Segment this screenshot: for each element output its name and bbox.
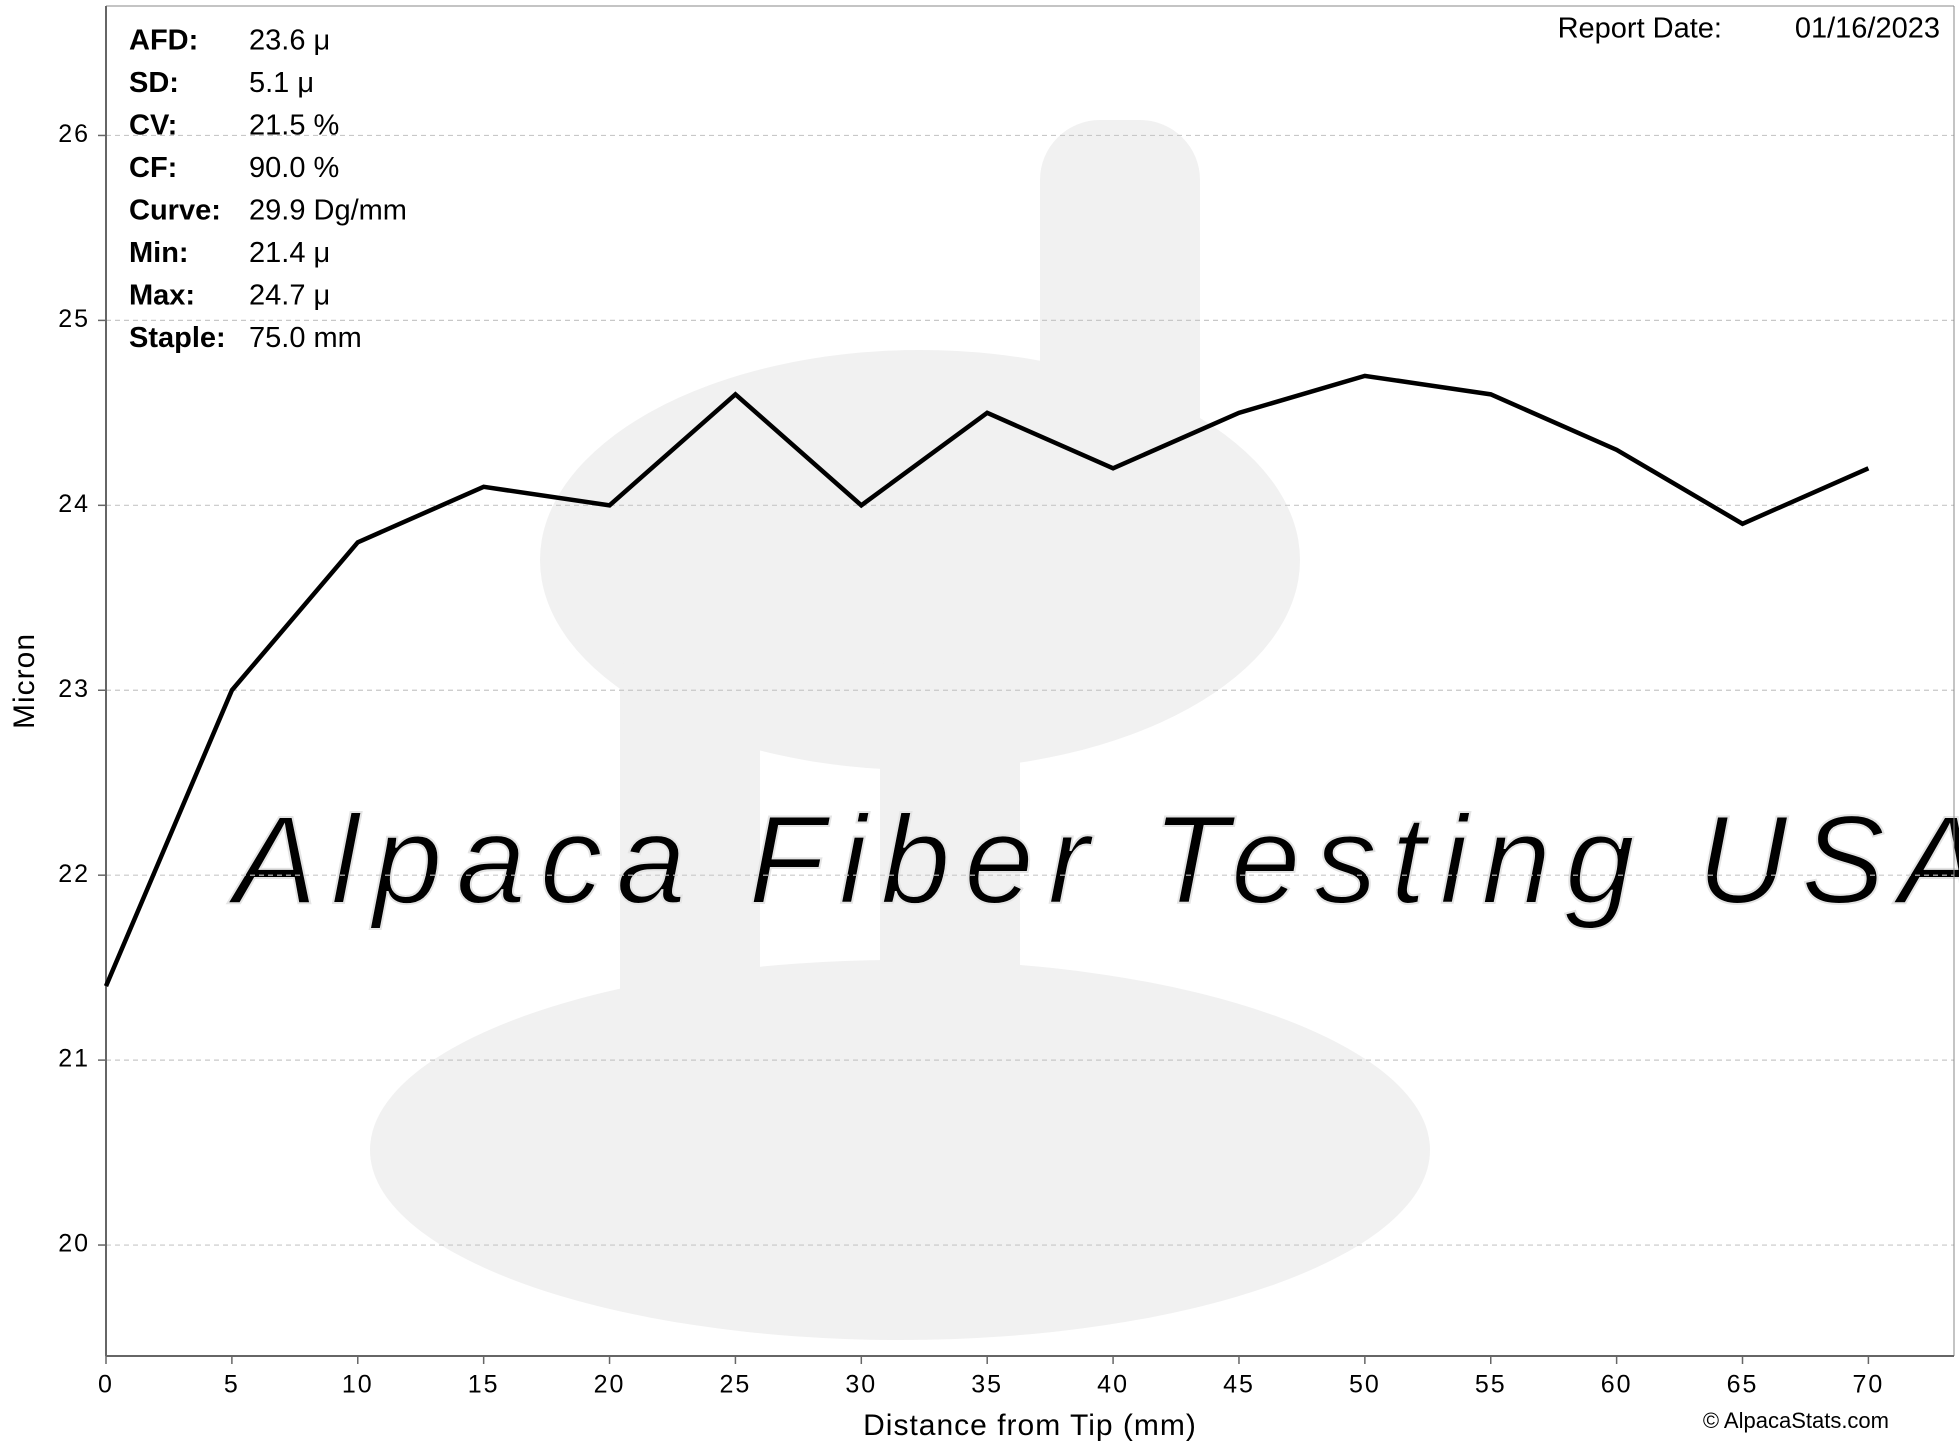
x-tick-label: 0 (98, 1371, 114, 1399)
y-tick-label: 26 (58, 120, 90, 148)
stats-panel: AFD: 23.6 μ SD: 5.1 μ CV: 21.5 % CF: 90.0 % Curv… (129, 25, 407, 355)
stat-value: 29.9 Dg/mm (249, 195, 407, 227)
copyright: © AlpacaStats.com (1703, 1408, 1889, 1433)
stat-value: 75.0 mm (249, 322, 362, 354)
stat-label: Max: (129, 280, 195, 312)
y-tick-label: 20 (58, 1230, 90, 1258)
x-tick-label: 50 (1349, 1371, 1381, 1399)
x-tick-label: 70 (1852, 1371, 1884, 1399)
stat-value: 5.1 μ (249, 67, 314, 99)
stat-label: CV: (129, 110, 177, 142)
report-date-label: Report Date: (1558, 13, 1722, 45)
x-tick-label: 35 (971, 1371, 1003, 1399)
x-tick-label: 5 (224, 1371, 240, 1399)
watermark-text: Alpaca Fiber Testing USA (227, 791, 1959, 930)
x-tick-label: 30 (845, 1371, 877, 1399)
x-tick-label: 40 (1097, 1371, 1129, 1399)
report-date: 01/16/2023 (1795, 13, 1940, 45)
stat-value: 23.6 μ (249, 25, 330, 57)
x-axis-title: Distance from Tip (mm) (863, 1409, 1197, 1442)
y-axis-title: Micron (8, 633, 41, 729)
watermark-image (370, 120, 1430, 1340)
x-tick-label: 45 (1223, 1371, 1255, 1399)
stat-label: Curve: (129, 195, 221, 227)
stat-label: Min: (129, 237, 189, 269)
x-tick-label: 55 (1475, 1371, 1507, 1399)
y-tick-label: 21 (58, 1045, 90, 1073)
x-tick-label: 15 (468, 1371, 500, 1399)
chart: Alpaca Fiber Testing USA Distance from T… (0, 0, 1959, 1445)
x-tick-label: 20 (594, 1371, 626, 1399)
x-tick-label: 25 (720, 1371, 752, 1399)
y-tick-label: 24 (58, 490, 90, 518)
y-tick-label: 25 (58, 305, 90, 333)
stat-label: AFD: (129, 25, 198, 57)
stat-value: 24.7 μ (249, 280, 330, 312)
stat-value: 21.5 % (249, 110, 339, 142)
x-tick-label: 60 (1601, 1371, 1633, 1399)
x-tick-label: 65 (1727, 1371, 1759, 1399)
stat-value: 90.0 % (249, 152, 339, 184)
y-tick-label: 22 (58, 860, 90, 888)
stat-label: Staple: (129, 322, 226, 354)
y-tick-label: 23 (58, 675, 90, 703)
stat-label: CF: (129, 152, 177, 184)
stat-value: 21.4 μ (249, 237, 330, 269)
x-tick-label: 10 (342, 1371, 374, 1399)
stat-label: SD: (129, 67, 179, 99)
